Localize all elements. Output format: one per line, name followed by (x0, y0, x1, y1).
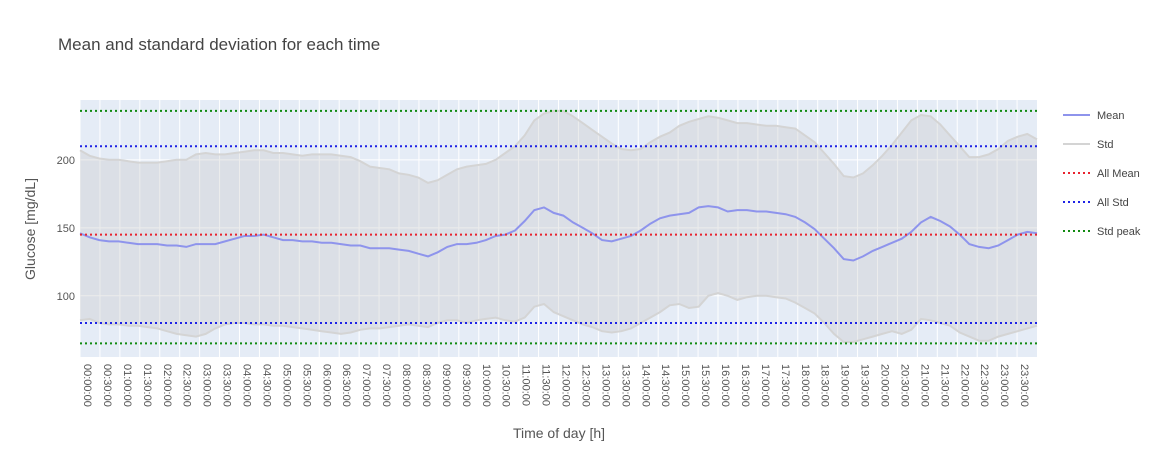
x-tick-label: 20:30:00 (898, 364, 910, 407)
x-tick-label: 00:30:00 (101, 364, 113, 407)
x-tick-label: 22:30:00 (978, 364, 990, 407)
x-tick-label: 11:00:00 (520, 364, 532, 406)
x-tick-label: 15:00:00 (679, 364, 691, 407)
x-tick-label: 12:30:00 (579, 364, 591, 407)
x-tick-label: 18:30:00 (819, 364, 831, 407)
x-tick-label: 14:30:00 (659, 364, 671, 407)
y-tick-label: 100 (57, 291, 75, 303)
legend-item-std[interactable]: Std (1063, 139, 1114, 151)
legend-label: All Std (1097, 197, 1129, 209)
x-tick-label: 23:00:00 (998, 364, 1010, 407)
grid (79, 100, 1037, 357)
x-tick-label: 10:30:00 (500, 364, 512, 407)
y-tick-label: 150 (57, 223, 75, 235)
x-tick-label: 09:30:00 (460, 364, 472, 407)
legend-label: Std peak (1097, 226, 1141, 238)
x-tick-label: 00:00:00 (81, 364, 93, 407)
std-band (79, 109, 1038, 343)
x-tick-label: 19:30:00 (859, 364, 871, 407)
y-tick-label: 200 (57, 155, 75, 167)
x-tick-label: 01:00:00 (121, 364, 133, 407)
x-tick-label: 16:00:00 (719, 364, 731, 407)
legend-item-all-std[interactable]: All Std (1063, 197, 1129, 209)
x-tick-label: 08:00:00 (400, 364, 412, 407)
legend[interactable]: Mean Std All Mean All Std Std peak (1063, 110, 1141, 238)
x-axis-title: Time of day [h] (513, 425, 605, 441)
mean-series (79, 205, 1038, 262)
x-tick-label: 11:30:00 (540, 364, 552, 406)
x-tick-label: 12:00:00 (560, 364, 572, 407)
x-tick-label: 14:00:00 (639, 364, 651, 407)
std-band-fill (80, 110, 1037, 343)
x-tick-label: 05:00:00 (280, 364, 292, 407)
x-tick-label: 20:00:00 (879, 364, 891, 407)
x-tick-label: 04:30:00 (260, 364, 272, 407)
x-tick-label: 08:30:00 (420, 364, 432, 407)
mean-line (79, 205, 1038, 262)
x-tick-label: 07:00:00 (360, 364, 372, 407)
std-upper-line (79, 109, 1038, 184)
x-tick-label: 03:30:00 (221, 364, 233, 407)
x-tick-label: 05:30:00 (300, 364, 312, 407)
x-tick-label: 16:30:00 (739, 364, 751, 407)
x-tick-label: 07:30:00 (380, 364, 392, 407)
x-tick-label: 04:00:00 (241, 364, 253, 407)
x-tick-label: 09:00:00 (440, 364, 452, 407)
legend-item-std-peak[interactable]: Std peak (1063, 226, 1141, 238)
x-tick-label: 13:30:00 (619, 364, 631, 407)
legend-item-all-mean[interactable]: All Mean (1063, 168, 1140, 180)
x-tick-label: 10:00:00 (480, 364, 492, 407)
std-lower-line (79, 292, 1038, 343)
x-tick-label: 06:00:00 (320, 364, 332, 407)
x-tick-label: 15:30:00 (699, 364, 711, 407)
x-tick-label: 22:00:00 (958, 364, 970, 407)
x-tick-label: 02:00:00 (161, 364, 173, 407)
y-axis-ticks: 100 150 200 (57, 155, 75, 303)
x-tick-label: 21:30:00 (938, 364, 950, 407)
x-axis-ticks: 00:00:00 00:30:00 01:00:00 01:30:00 02:00:00… (81, 364, 1030, 407)
legend-item-mean[interactable]: Mean (1063, 110, 1125, 122)
x-tick-label: 18:00:00 (799, 364, 811, 407)
legend-label: Mean (1097, 110, 1125, 122)
chart-title: Mean and standard deviation for each tim… (58, 35, 380, 54)
x-tick-label: 06:30:00 (340, 364, 352, 407)
x-tick-label: 23:30:00 (1018, 364, 1030, 407)
x-tick-label: 21:00:00 (918, 364, 930, 407)
y-axis-title: Glucose [mg/dL] (22, 178, 38, 280)
x-tick-label: 02:30:00 (181, 364, 193, 407)
x-tick-label: 13:00:00 (599, 364, 611, 407)
x-tick-label: 17:30:00 (779, 364, 791, 407)
x-tick-label: 03:00:00 (201, 364, 213, 407)
x-tick-label: 01:30:00 (141, 364, 153, 407)
legend-label: All Mean (1097, 168, 1140, 180)
legend-label: Std (1097, 139, 1114, 151)
x-tick-label: 17:00:00 (759, 364, 771, 407)
x-tick-label: 19:00:00 (839, 364, 851, 407)
